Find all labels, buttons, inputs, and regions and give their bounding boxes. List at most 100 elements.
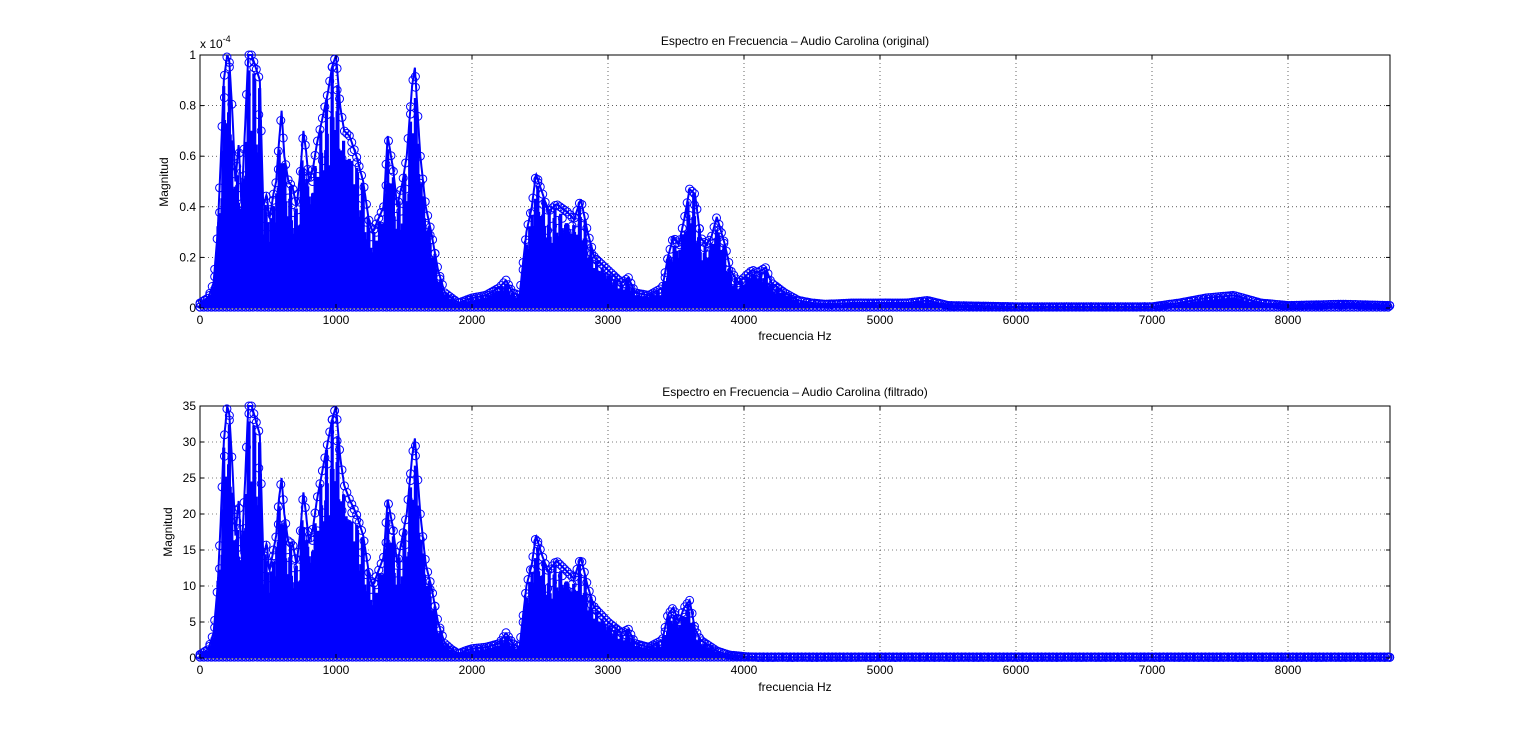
data-point — [560, 564, 570, 574]
data-point — [939, 300, 949, 310]
data-point — [357, 193, 367, 203]
data-point — [1379, 302, 1389, 312]
data-point — [219, 70, 229, 80]
data-point — [376, 559, 386, 569]
data-point — [337, 465, 347, 475]
y-exponent-power: -4 — [223, 34, 231, 44]
x-tick-label: 5000 — [867, 313, 894, 327]
data-point — [704, 641, 714, 651]
data-point — [655, 636, 665, 646]
data-point — [249, 63, 259, 73]
data-point — [577, 199, 587, 209]
data-point — [432, 614, 442, 624]
data-point — [386, 165, 396, 175]
data-point — [423, 567, 433, 577]
data-point — [562, 586, 572, 596]
data-point — [254, 426, 264, 436]
x-tick-label: 0 — [197, 313, 204, 327]
data-point — [738, 276, 748, 286]
data-point — [582, 239, 592, 249]
data-point — [660, 627, 670, 637]
data-point — [719, 238, 729, 248]
data-point — [489, 641, 499, 651]
data-point — [543, 583, 553, 593]
data-point — [418, 174, 428, 184]
data-point — [538, 189, 548, 199]
data-point — [692, 204, 702, 214]
data-point — [202, 293, 212, 303]
data-point — [371, 580, 381, 590]
data-point — [342, 519, 352, 529]
data-point — [259, 200, 269, 210]
data-point — [227, 99, 237, 109]
data-point — [689, 621, 699, 631]
data-point — [430, 601, 440, 611]
data-point — [415, 151, 425, 161]
data-point — [286, 179, 296, 189]
data-point — [697, 636, 707, 646]
data-point — [694, 633, 704, 643]
data-point — [511, 640, 521, 650]
data-point — [516, 280, 526, 290]
data-point — [599, 261, 609, 271]
data-point — [359, 536, 369, 546]
spectrum-envelope — [199, 54, 1390, 308]
data-point — [415, 178, 425, 188]
x-tick-label: 6000 — [1003, 313, 1030, 327]
data-point — [604, 266, 614, 276]
data-point — [229, 151, 239, 161]
data-point — [308, 535, 318, 545]
data-point — [271, 178, 281, 188]
data-point — [623, 624, 633, 634]
data-point — [386, 151, 396, 161]
data-point — [259, 221, 269, 231]
data-point — [562, 567, 572, 577]
data-point — [925, 297, 935, 307]
data-point — [665, 244, 675, 254]
data-point — [636, 641, 646, 651]
y-axis-label: Magnitud — [157, 157, 171, 206]
data-point — [548, 578, 558, 588]
data-point — [557, 213, 567, 223]
data-point — [435, 625, 445, 635]
y-tick-label: 20 — [183, 507, 197, 521]
data-point — [266, 204, 276, 214]
data-point — [344, 494, 354, 504]
data-point — [215, 183, 225, 193]
data-point — [692, 628, 702, 638]
data-point — [222, 52, 232, 62]
data-point — [317, 466, 327, 476]
data-point — [339, 126, 349, 136]
data-point — [276, 116, 286, 126]
data-point — [741, 271, 751, 281]
y-tick-label: 15 — [183, 543, 197, 557]
data-point — [516, 632, 526, 642]
data-point — [682, 599, 692, 609]
data-point — [596, 259, 606, 269]
data-point — [376, 572, 386, 582]
data-point — [325, 76, 335, 86]
data-point — [689, 189, 699, 199]
data-point — [352, 515, 362, 525]
data-point — [264, 222, 274, 232]
data-point — [408, 446, 418, 456]
data-point — [494, 283, 504, 293]
data-point — [1385, 301, 1395, 311]
data-point — [660, 622, 670, 632]
ticks: 0 1000 2000 3000 4000 5000 6000 7000 8000 0 0.2 0.4… — [179, 48, 1390, 327]
data-point — [293, 205, 303, 215]
data-point — [420, 554, 430, 564]
data-point — [1383, 652, 1393, 662]
data-point — [239, 524, 249, 534]
data-point — [665, 607, 675, 617]
data-point — [709, 222, 719, 232]
data-point — [234, 537, 244, 547]
data-point — [694, 224, 704, 234]
data-point — [584, 233, 594, 243]
data-point — [401, 184, 411, 194]
data-point — [313, 492, 323, 502]
data-point — [369, 225, 379, 235]
data-point — [959, 301, 969, 311]
data-point — [562, 228, 572, 238]
x-axis-label: frecuencia Hz — [758, 329, 831, 343]
